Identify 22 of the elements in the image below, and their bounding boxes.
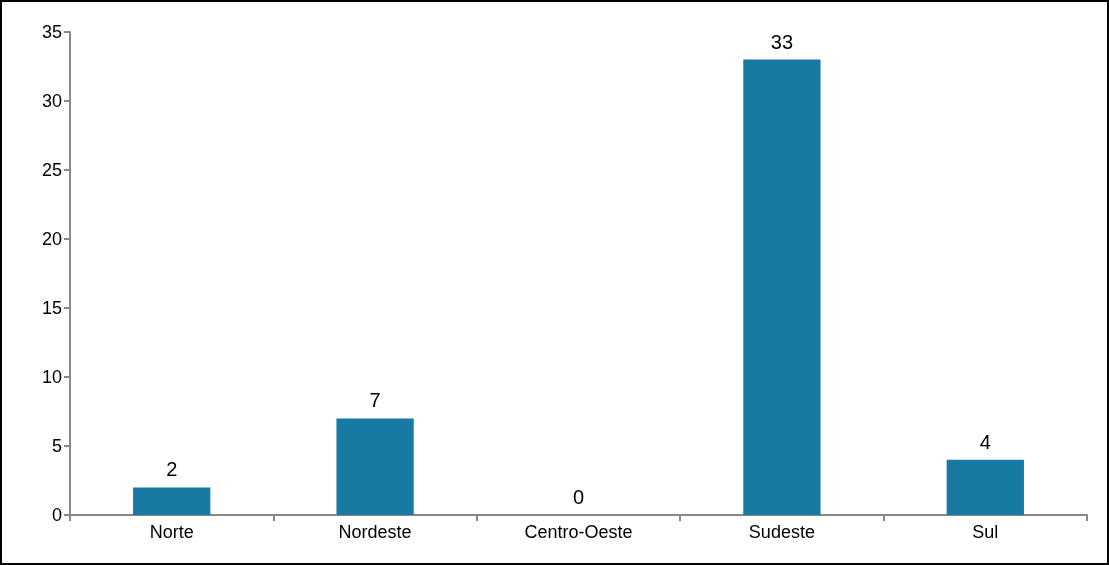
x-tick-label: Sul xyxy=(972,522,999,542)
x-tick-label: Centro-Oeste xyxy=(524,522,633,542)
data-label: 0 xyxy=(572,486,585,508)
y-tick-label: 10 xyxy=(41,367,62,387)
y-tick-label: 5 xyxy=(51,436,62,456)
y-tick-label: 0 xyxy=(51,505,62,525)
bar xyxy=(946,459,1024,515)
x-tick-label: Nordeste xyxy=(338,522,412,542)
data-label: 4 xyxy=(979,430,991,453)
data-label: 33 xyxy=(770,30,794,53)
y-tick-label: 35 xyxy=(41,22,62,42)
bar xyxy=(743,59,821,515)
y-tick-label: 15 xyxy=(41,298,62,318)
x-tick-label: Norte xyxy=(149,522,194,542)
y-tick-label: 25 xyxy=(41,160,62,180)
data-label: 7 xyxy=(369,389,381,412)
bar xyxy=(336,418,414,515)
data-label: 2 xyxy=(166,458,178,481)
y-tick-label: 30 xyxy=(41,91,62,111)
x-tick-label: Sudeste xyxy=(748,522,815,542)
bar xyxy=(133,487,211,515)
y-tick-label: 20 xyxy=(41,229,62,249)
